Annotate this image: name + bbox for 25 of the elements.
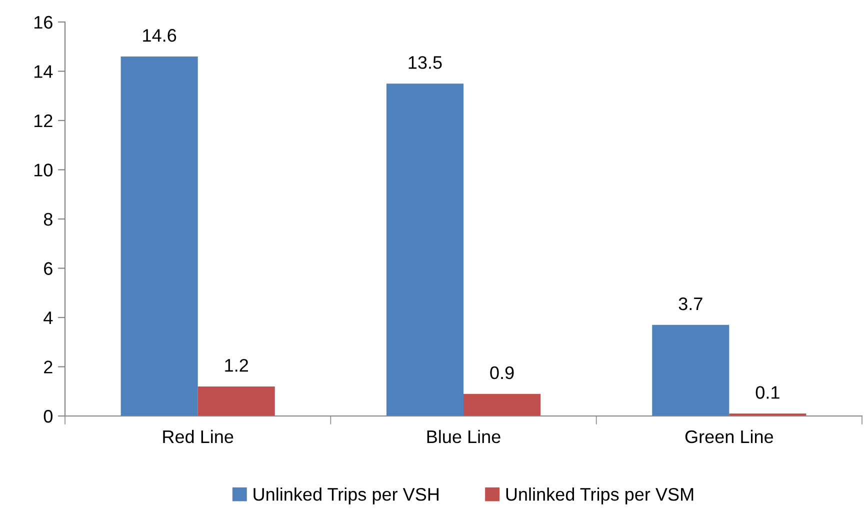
y-tick-label: 14: [34, 65, 53, 78]
y-tick-label: 10: [34, 164, 52, 176]
legend-label: Unlinked Trips per VSH: [254, 488, 438, 504]
y-tick-label: 2: [44, 360, 52, 374]
y-tick-label: 0: [44, 410, 52, 423]
y-tick-label: 16: [34, 16, 52, 29]
bar: [386, 84, 464, 416]
data-label: 1.2: [225, 358, 248, 372]
bar: [464, 394, 541, 416]
bar: [652, 324, 730, 416]
y-tick-label: 8: [44, 212, 52, 226]
y-tick-label: 6: [44, 262, 52, 275]
data-label: 13.5: [408, 56, 442, 69]
data-label: 14.6: [143, 29, 176, 42]
data-label: 0.9: [490, 366, 514, 380]
x-tick-label: Red Line: [163, 430, 234, 444]
legend-label: Unlinked Trips per VSM: [506, 488, 694, 504]
bar: [120, 56, 198, 416]
data-label: 3.7: [678, 297, 702, 310]
x-tick-label: Blue Line: [427, 430, 500, 444]
bar: [198, 386, 275, 416]
x-tick-label: Green Line: [685, 430, 774, 444]
y-tick-label: 12: [34, 114, 52, 128]
y-tick-label: 4: [44, 312, 53, 324]
data-label: 0.1: [756, 386, 780, 399]
